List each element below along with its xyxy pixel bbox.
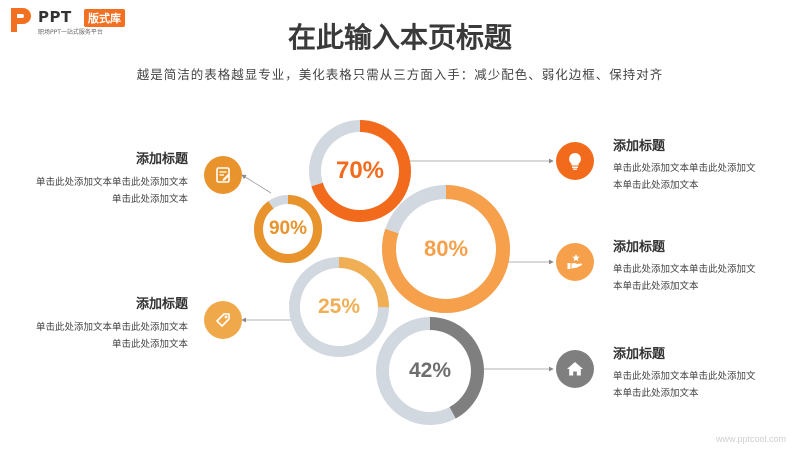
tag-icon (204, 301, 242, 339)
ring-progress-arc (309, 120, 411, 222)
ring-chart-90: 90% (254, 195, 322, 263)
item-left-2: 添加标题 单击此处添加文本单击此处添加文本单击此处添加文本 (30, 293, 188, 353)
item-title: 添加标题 (613, 139, 666, 154)
connector-line (241, 174, 272, 194)
ring-graphic (376, 317, 484, 425)
ring-progress-arc (289, 257, 389, 357)
logo-mark-icon (11, 8, 31, 32)
ring-value-label: 25% (317, 295, 361, 318)
ring-chart-25: 25% (289, 257, 389, 357)
item-right-2: 添加标题 单击此处添加文本单击此处添加文本单击此处添加文本 (613, 236, 763, 295)
home-icon (556, 350, 594, 388)
item-body: 单击此处添加文本单击此处添加文本单击此处添加文本 (613, 371, 756, 399)
page-title: 在此输入本页标题 (287, 21, 512, 54)
item-body: 单击此处添加文本单击此处添加文本单击此处添加文本 (35, 177, 188, 205)
ring-progress-arc (382, 185, 510, 313)
ring-progress-arc (376, 317, 484, 425)
ring-value-label: 90% (268, 218, 308, 239)
item-body: 单击此处添加文本单击此处添加文本单击此处添加文本 (613, 163, 756, 191)
watermark: www.pptcool.com (715, 434, 786, 444)
ring-progress-arc (254, 195, 322, 263)
item-body: 单击此处添加文本单击此处添加文本单击此处添加文本 (613, 264, 756, 292)
item-right-1: 添加标题 单击此处添加文本单击此处添加文本单击此处添加文本 (613, 135, 763, 194)
item-title: 添加标题 (135, 297, 188, 312)
logo-badge: 版式库 (84, 9, 125, 27)
logo-brand: PPT (38, 8, 72, 26)
ring-graphic (289, 257, 389, 357)
item-title: 添加标题 (135, 152, 188, 167)
ring-chart-42: 42% (376, 317, 484, 425)
hand-star-icon (556, 243, 594, 281)
ring-graphic (382, 185, 510, 313)
ring-value-label: 42% (408, 359, 452, 382)
note-icon (204, 156, 242, 194)
item-right-3: 添加标题 单击此处添加文本单击此处添加文本单击此处添加文本 (613, 343, 763, 402)
ring-graphic (309, 120, 411, 222)
ring-graphic (254, 195, 322, 263)
logo-tagline: 职场PPT一站式服务平台 (38, 29, 103, 36)
ring-chart-80: 80% (382, 185, 510, 313)
ring-value-label: 80% (423, 236, 469, 261)
item-title: 添加标题 (613, 347, 666, 362)
ring-value-label: 70% (335, 157, 385, 184)
page-subtitle: 越是简洁的表格越显专业，美化表格只需从三方面入手：减少配色、弱化边框、保持对齐 (136, 67, 664, 82)
lightbulb-icon (556, 142, 594, 180)
item-title: 添加标题 (613, 240, 666, 255)
item-body: 单击此处添加文本单击此处添加文本单击此处添加文本 (35, 322, 188, 350)
item-left-1: 添加标题 单击此处添加文本单击此处添加文本单击此处添加文本 (30, 148, 188, 208)
ring-chart-70: 70% (309, 120, 411, 222)
logo: PPT 版式库 职场PPT一站式服务平台 (8, 6, 158, 36)
